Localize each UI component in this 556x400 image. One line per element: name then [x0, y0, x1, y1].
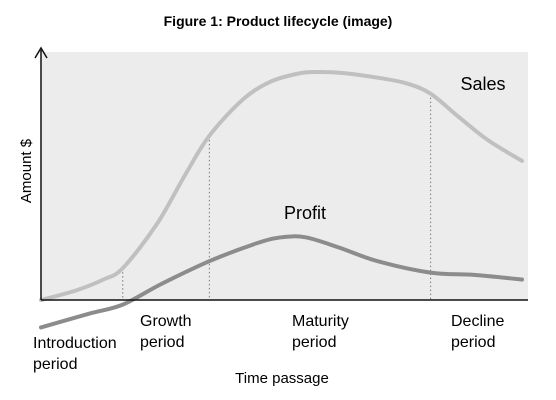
period-label-maturity-line-2: period [292, 334, 336, 351]
period-label-decline-line-2: period [451, 334, 495, 351]
period-label-growth-line-2: period [140, 334, 184, 351]
series-layer [39, 69, 524, 330]
period-label-growth-line-1: Growth [140, 313, 192, 330]
x-axis-label: Time passage [235, 370, 329, 387]
period-boundaries [122, 93, 432, 300]
series-label-profit: Profit [284, 203, 326, 223]
y-axis-arrowhead [34, 46, 48, 59]
series-line-profit [39, 234, 524, 330]
period-label-introduction-line-1: Introduction [33, 335, 117, 352]
series-line-sales [39, 69, 524, 302]
period-label-introduction-line-2: period [33, 356, 77, 373]
series-labels: Sales Profit [284, 74, 506, 223]
chart-title: Figure 1: Product lifecycle (image) [164, 13, 393, 29]
period-labels: Introduction period Growth period Maturity pe… [33, 313, 504, 373]
series-label-sales: Sales [460, 74, 505, 94]
period-label-decline-line-1: Decline [451, 313, 504, 330]
y-axis-label: Amount $ [18, 138, 35, 203]
plot-area [41, 52, 528, 300]
period-label-maturity-line-1: Maturity [292, 313, 349, 330]
